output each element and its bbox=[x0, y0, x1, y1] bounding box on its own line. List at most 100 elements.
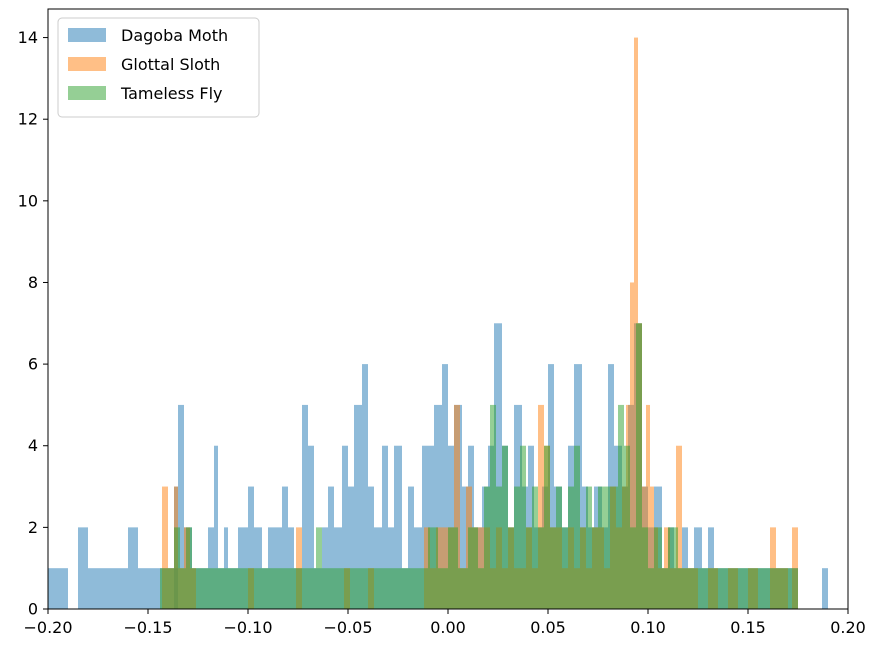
histogram-bar bbox=[394, 445, 402, 609]
histogram-bar bbox=[168, 568, 174, 609]
histogram-bar bbox=[434, 404, 442, 609]
histogram-bar bbox=[388, 568, 408, 609]
x-axis: −0.20 −0.15 −0.10 −0.05 0.00 0.05 0.10 0.15 0.20 bbox=[23, 609, 866, 637]
histogram-bar bbox=[676, 445, 682, 609]
histogram-bar bbox=[586, 486, 592, 609]
y-tick-label: 6 bbox=[28, 355, 38, 374]
legend-swatch bbox=[68, 57, 106, 71]
histogram-bar bbox=[538, 527, 544, 609]
histogram-bar bbox=[428, 445, 434, 609]
histogram-bar bbox=[608, 486, 618, 609]
histogram-bar bbox=[528, 445, 534, 609]
legend: Dagoba Moth Glottal Sloth Tameless Fly bbox=[57, 17, 260, 118]
legend-label: Dagoba Moth bbox=[121, 26, 228, 45]
histogram-bar bbox=[348, 568, 368, 609]
histogram-bar bbox=[662, 568, 668, 609]
x-tick-label: 0.00 bbox=[430, 618, 466, 637]
y-tick-label: 4 bbox=[28, 436, 38, 455]
histogram-bar bbox=[422, 445, 428, 609]
histogram-bar bbox=[58, 568, 68, 609]
histogram-bar bbox=[322, 568, 328, 609]
histogram-bar bbox=[728, 568, 748, 609]
histogram-bar bbox=[214, 445, 218, 609]
histogram-bar bbox=[138, 568, 148, 609]
histogram-bar bbox=[428, 527, 438, 609]
legend-swatch bbox=[68, 86, 106, 100]
y-tick-label: 10 bbox=[18, 191, 38, 210]
histogram-bar bbox=[688, 568, 708, 609]
histogram-bar bbox=[368, 486, 374, 609]
histogram-bar bbox=[496, 486, 502, 609]
histogram-bar bbox=[348, 486, 354, 609]
histogram-bar bbox=[362, 364, 368, 609]
histogram-bar bbox=[288, 568, 308, 609]
histogram-bar bbox=[438, 568, 448, 609]
x-tick-label: 0.20 bbox=[830, 618, 866, 637]
histogram-bar bbox=[514, 486, 520, 609]
histogram-bar bbox=[630, 527, 636, 609]
x-tick-label: 0.15 bbox=[730, 618, 766, 637]
histogram-bar bbox=[282, 486, 288, 609]
y-tick-label: 0 bbox=[28, 600, 38, 619]
histogram-bar bbox=[636, 323, 642, 609]
histogram-bar bbox=[88, 568, 98, 609]
histogram-bar bbox=[316, 527, 322, 609]
histogram-bar bbox=[48, 568, 58, 609]
histogram-bar bbox=[408, 568, 428, 609]
legend-box bbox=[57, 17, 260, 118]
histogram-bar bbox=[568, 486, 574, 609]
histogram-bar bbox=[768, 568, 798, 609]
x-tick-label: 0.05 bbox=[530, 618, 566, 637]
histogram-bar bbox=[208, 568, 214, 609]
histogram-bar bbox=[822, 568, 828, 609]
series-2 bbox=[160, 323, 798, 609]
histogram-bar bbox=[78, 527, 88, 609]
x-tick-label: −0.20 bbox=[23, 618, 72, 637]
histogram-bar bbox=[574, 445, 580, 609]
histogram-bar bbox=[180, 568, 186, 609]
x-tick-label: −0.05 bbox=[323, 618, 372, 637]
x-tick-label: −0.15 bbox=[123, 618, 172, 637]
histogram-bar bbox=[502, 445, 508, 609]
histogram-bar bbox=[228, 568, 248, 609]
histogram-bar bbox=[454, 404, 460, 609]
histogram-bar bbox=[550, 527, 556, 609]
x-tick-label: −0.10 bbox=[223, 618, 272, 637]
histogram-bar bbox=[128, 527, 138, 609]
histogram-bar bbox=[220, 568, 228, 609]
histogram-bar bbox=[354, 404, 362, 609]
x-tick-label: 0.10 bbox=[630, 618, 666, 637]
histogram-bar bbox=[160, 568, 168, 609]
histogram-bar bbox=[678, 568, 688, 609]
histogram-bar bbox=[548, 364, 554, 609]
histogram-bar bbox=[592, 527, 598, 609]
histogram-bar bbox=[302, 404, 308, 609]
y-tick-label: 14 bbox=[18, 28, 38, 47]
histogram-bar bbox=[98, 568, 108, 609]
histogram-bar bbox=[544, 445, 550, 609]
histogram-bar bbox=[448, 527, 458, 609]
histogram-bar bbox=[598, 486, 608, 609]
histogram-bar bbox=[538, 404, 544, 609]
histogram-bar bbox=[368, 568, 388, 609]
histogram-bar bbox=[248, 568, 268, 609]
histogram-bar bbox=[328, 568, 348, 609]
y-tick-label: 8 bbox=[28, 273, 38, 292]
histogram-bar bbox=[248, 486, 254, 609]
histogram-bar bbox=[192, 568, 208, 609]
histogram-bar bbox=[634, 37, 638, 609]
histogram-bar bbox=[490, 404, 496, 609]
histogram-bar bbox=[382, 445, 388, 609]
histogram-bar bbox=[532, 486, 538, 609]
histogram-bar bbox=[650, 486, 654, 609]
histogram-bar bbox=[448, 445, 454, 609]
histogram-bar bbox=[580, 527, 586, 609]
histogram-bar bbox=[654, 527, 662, 609]
histogram-bar bbox=[174, 527, 180, 609]
histogram-bar bbox=[478, 568, 484, 609]
histogram-bar bbox=[646, 404, 650, 609]
histogram-bar bbox=[556, 486, 562, 609]
histogram-bar bbox=[408, 486, 414, 609]
histogram-bar bbox=[442, 364, 448, 609]
y-tick-label: 2 bbox=[28, 518, 38, 537]
